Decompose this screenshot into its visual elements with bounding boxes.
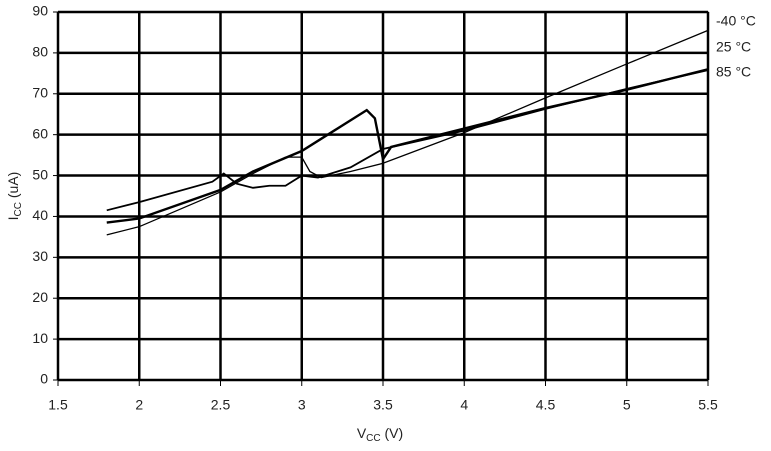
y-tick-label: 40 [32,207,48,223]
series-label: 85 °C [716,64,751,80]
y-tick-label: 20 [32,289,48,305]
x-tick-label: 2.5 [211,397,231,413]
y-tick-label: 60 [32,125,48,141]
x-tick-label: 3.5 [373,397,393,413]
series-label: -40 °C [716,13,756,29]
x-tick-label: 2 [135,397,143,413]
y-tick-label: 90 [32,3,48,19]
y-label-sub: CC [13,202,24,216]
y-tick-label: 80 [32,44,48,60]
x-tick-label: 4 [460,397,468,413]
x-tick-label: 5 [623,397,631,413]
x-tick-label: 4.5 [536,397,556,413]
series-label: 25 °C [716,39,751,55]
y-tick-label: 0 [40,371,48,387]
x-label-sub: CC [366,433,380,444]
x-label-unit: (V) [381,425,404,441]
y-tick-label: 50 [32,166,48,182]
x-tick-label: 1.5 [48,397,68,413]
x-axis-label: VCC (V) [357,425,403,444]
y-tick-label: 10 [32,330,48,346]
series-line [106,29,709,236]
y-label-main: I [5,216,21,220]
y-axis-label: ICC (uA) [5,172,24,221]
plot-frame [57,11,709,381]
series-line [106,69,709,212]
x-label-main: V [357,425,367,441]
y-tick-label: 30 [32,248,48,264]
y-tick-label: 70 [32,84,48,100]
x-tick-label: 3 [298,397,306,413]
y-label-unit: (uA) [5,172,21,202]
series-line [106,68,709,224]
x-tick-label: 5.5 [698,397,718,413]
